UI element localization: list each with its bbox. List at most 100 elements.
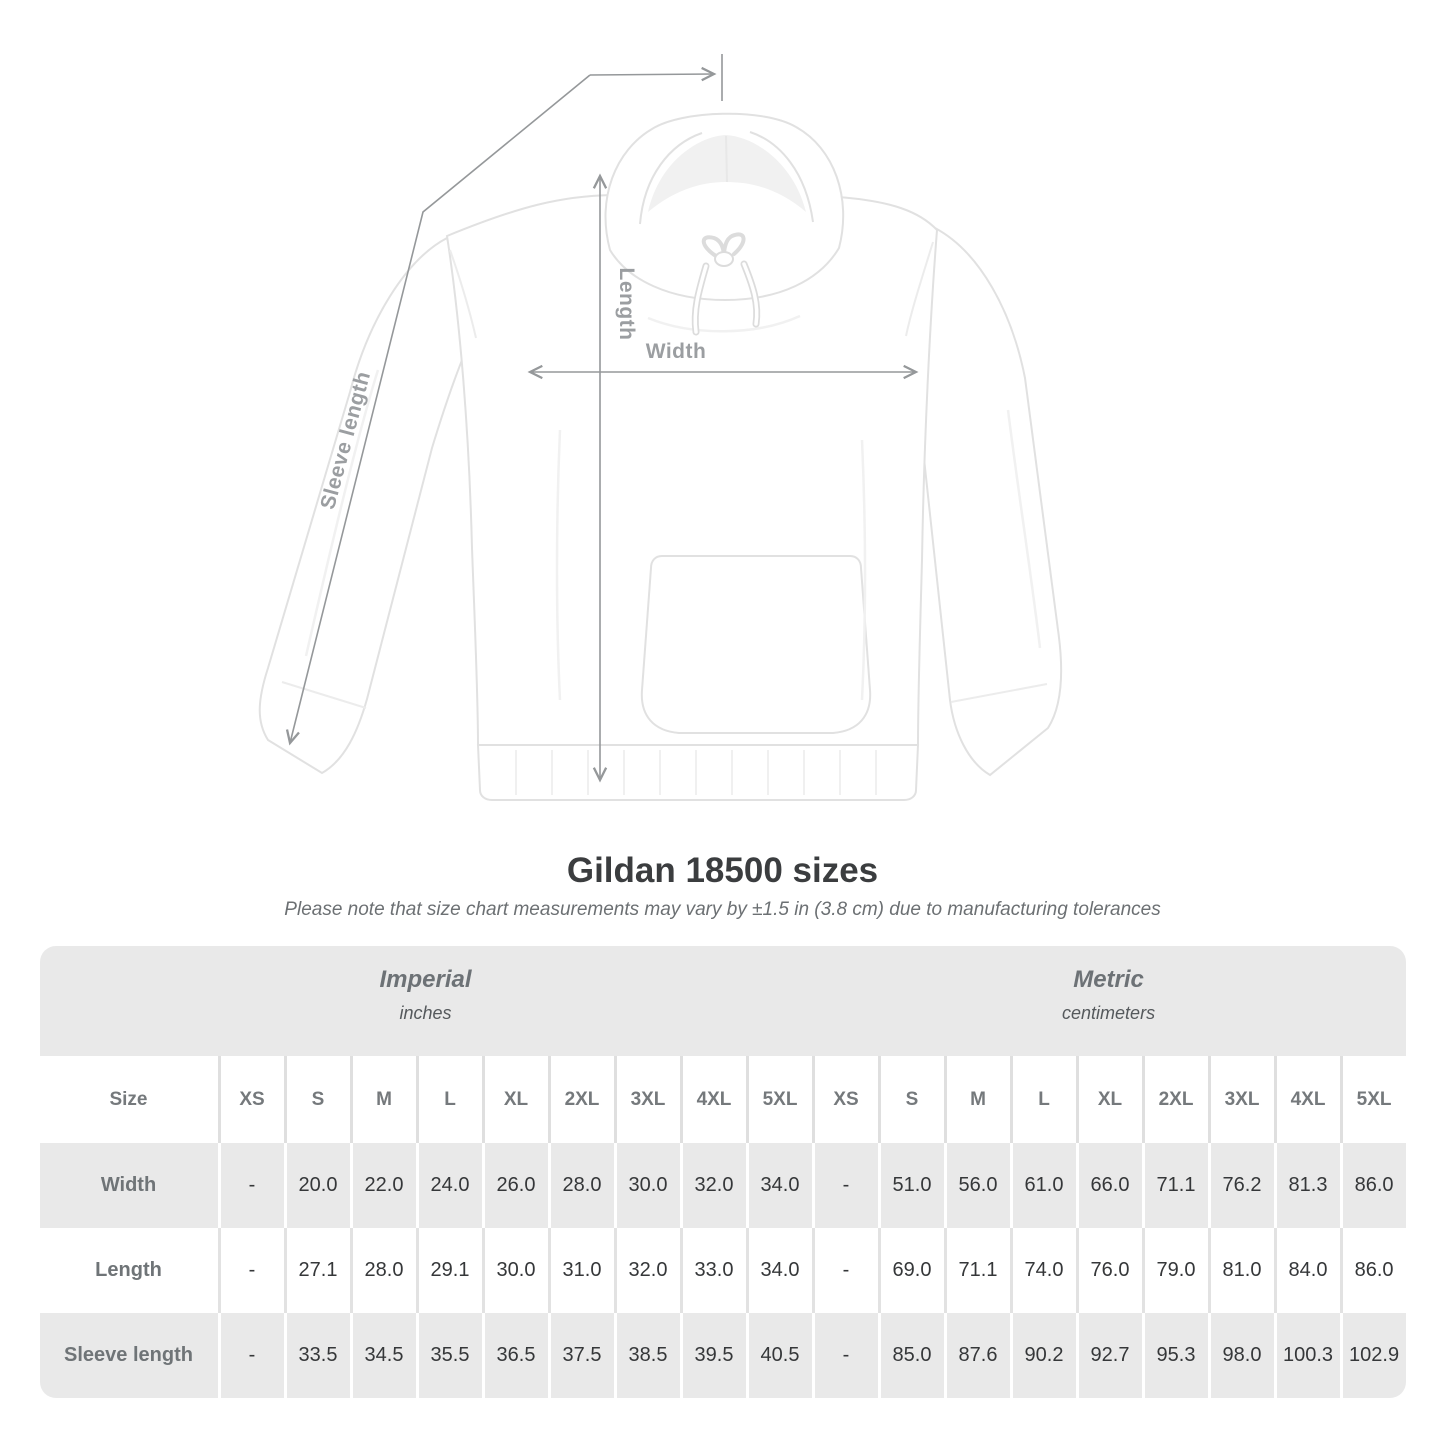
- hoodie-size-diagram: Width Length Sleeve length: [258, 54, 1063, 801]
- value-cell: 27.1: [283, 1228, 350, 1313]
- size-header-cell: 5XL: [1339, 1056, 1406, 1143]
- measurement-annotations: [285, 54, 919, 783]
- size-header-cell: S: [283, 1056, 350, 1143]
- value-cell: 81.0: [1207, 1228, 1274, 1313]
- value-cell: 26.0: [481, 1143, 548, 1228]
- size-header-cell: 2XL: [1141, 1056, 1208, 1143]
- value-cell: 90.2: [1009, 1313, 1076, 1398]
- hood-center-seam: [725, 135, 728, 183]
- value-cell: 86.0: [1339, 1143, 1406, 1228]
- value-cell: 38.5: [613, 1313, 680, 1398]
- drawstrings: [691, 232, 761, 336]
- imperial-label: Imperial: [379, 966, 472, 993]
- size-header-row: Size XS S M L XL 2XL 3XL 4XL 5XL XS S M …: [39, 1056, 1406, 1143]
- size-header-cell: XL: [1075, 1056, 1142, 1143]
- value-cell: -: [811, 1313, 878, 1398]
- size-header-cell: M: [349, 1056, 416, 1143]
- hood-opening-left: [639, 132, 703, 225]
- value-cell: 33.5: [283, 1313, 350, 1398]
- value-cell: 100.3: [1273, 1313, 1340, 1398]
- value-cell: 84.0: [1273, 1228, 1340, 1313]
- sleeve-length-horizontal-arrow: [589, 66, 717, 82]
- size-header-cell: XS: [217, 1056, 284, 1143]
- value-cell: 86.0: [1339, 1228, 1406, 1313]
- armhole-seam-left: [449, 249, 477, 339]
- value-cell: 37.5: [547, 1313, 614, 1398]
- size-header-cell: S: [877, 1056, 944, 1143]
- hoodie-left-sleeve: [258, 236, 476, 775]
- size-header-cell: M: [943, 1056, 1010, 1143]
- armhole-seam-right: [905, 241, 934, 337]
- fold-lines: [304, 314, 1042, 701]
- page-title: Gildan 18500 sizes: [566, 851, 879, 890]
- size-header-cell: XL: [481, 1056, 548, 1143]
- hoodie-illustration: [258, 112, 1063, 801]
- size-column-header: Size: [39, 1056, 218, 1143]
- value-cell: 51.0: [877, 1143, 944, 1228]
- imperial-unit-label: inches: [399, 1003, 452, 1023]
- value-cell: 34.0: [745, 1228, 812, 1313]
- metric-unit-label: centimeters: [1062, 1003, 1156, 1023]
- value-cell: 87.6: [943, 1313, 1010, 1398]
- size-header-cell: 3XL: [613, 1056, 680, 1143]
- width-row: Width - 20.0 22.0 24.0 26.0 28.0 30.0 32…: [39, 1143, 1406, 1228]
- unit-header-row: Imperial inches Metric centimeters: [39, 946, 1406, 1056]
- hoodie-diagram-svg: Width Length Sleeve length: [258, 54, 1063, 801]
- value-cell: 76.0: [1075, 1228, 1142, 1313]
- value-cell: 32.0: [613, 1228, 680, 1313]
- size-header-cell: XS: [811, 1056, 878, 1143]
- value-cell: 66.0: [1075, 1143, 1142, 1228]
- value-cell: 56.0: [943, 1143, 1010, 1228]
- row-label: Sleeve length: [39, 1313, 218, 1398]
- value-cell: 95.3: [1141, 1313, 1208, 1398]
- width-label: Width: [646, 340, 707, 363]
- value-cell: 33.0: [679, 1228, 746, 1313]
- drawstring-bow: [701, 232, 746, 260]
- value-cell: 28.0: [349, 1228, 416, 1313]
- value-cell: 32.0: [679, 1143, 746, 1228]
- value-cell: 28.0: [547, 1143, 614, 1228]
- value-cell: 61.0: [1009, 1143, 1076, 1228]
- value-cell: 92.7: [1075, 1313, 1142, 1398]
- value-cell: -: [217, 1228, 284, 1313]
- value-cell: 24.0: [415, 1143, 482, 1228]
- value-cell: 71.1: [1141, 1143, 1208, 1228]
- value-cell: 35.5: [415, 1313, 482, 1398]
- value-cell: 29.1: [415, 1228, 482, 1313]
- value-cell: 69.0: [877, 1228, 944, 1313]
- value-cell: 36.5: [481, 1313, 548, 1398]
- row-label: Width: [39, 1143, 218, 1228]
- sleeve-length-row: Sleeve length - 33.5 34.5 35.5 36.5 37.5…: [39, 1313, 1406, 1398]
- value-cell: 79.0: [1141, 1228, 1208, 1313]
- value-cell: 31.0: [547, 1228, 614, 1313]
- size-header-cell: 4XL: [1273, 1056, 1340, 1143]
- value-cell: 30.0: [613, 1143, 680, 1228]
- value-cell: 34.0: [745, 1143, 812, 1228]
- value-cell: 102.9: [1339, 1313, 1406, 1398]
- value-cell: 34.5: [349, 1313, 416, 1398]
- value-cell: 98.0: [1207, 1313, 1274, 1398]
- metric-header-cell: Metric centimeters: [811, 946, 1406, 1056]
- size-header-cell: 5XL: [745, 1056, 812, 1143]
- imperial-header-cell: Imperial inches: [39, 946, 812, 1056]
- value-cell: 85.0: [877, 1313, 944, 1398]
- size-header-cell: 3XL: [1207, 1056, 1274, 1143]
- cuff-seam-right: [950, 683, 1048, 703]
- size-header-cell: 4XL: [679, 1056, 746, 1143]
- value-cell: -: [217, 1313, 284, 1398]
- size-header-cell: L: [415, 1056, 482, 1143]
- value-cell: 76.2: [1207, 1143, 1274, 1228]
- value-cell: -: [217, 1143, 284, 1228]
- hoodie-hem-band: [476, 744, 920, 801]
- value-cell: 39.5: [679, 1313, 746, 1398]
- tolerance-note: Please note that size chart measurements…: [284, 899, 1161, 920]
- value-cell: 74.0: [1009, 1228, 1076, 1313]
- value-cell: 40.5: [745, 1313, 812, 1398]
- hood-opening-right: [749, 131, 814, 223]
- cuff-seam-left: [281, 681, 367, 709]
- value-cell: 30.0: [481, 1228, 548, 1313]
- kangaroo-pocket: [640, 555, 872, 734]
- value-cell: -: [811, 1143, 878, 1228]
- value-cell: 20.0: [283, 1143, 350, 1228]
- size-table: Imperial inches Metric centimeters Size …: [39, 946, 1406, 1398]
